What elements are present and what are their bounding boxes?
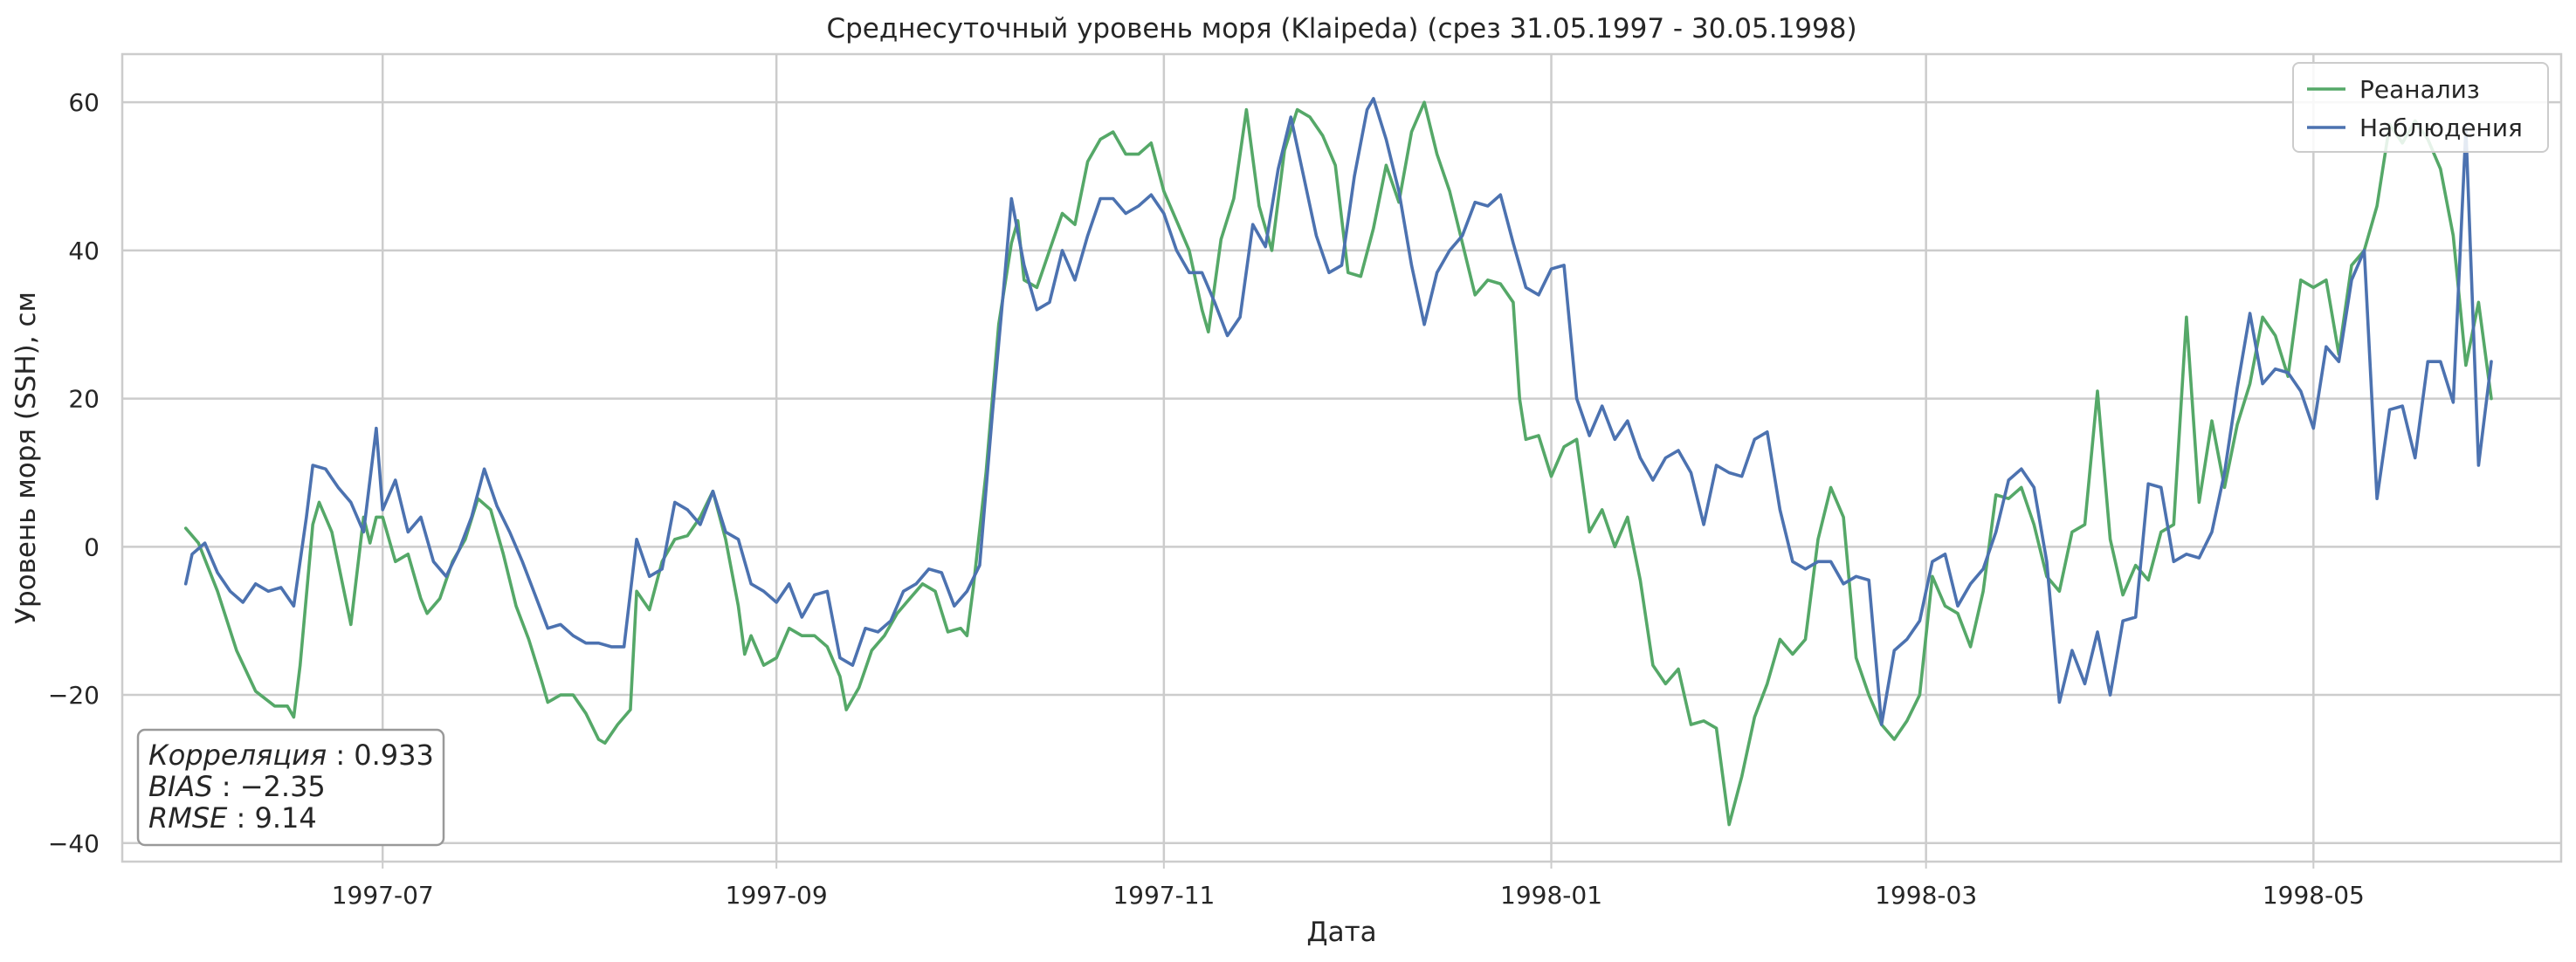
x-tick-label: 1997-07 [332, 881, 434, 910]
legend-label: Наблюдения [2359, 113, 2523, 142]
stats-line: RMSE : 9.14 [148, 801, 317, 835]
y-tick-label: 60 [68, 88, 100, 117]
x-axis-ticks: 1997-07 1997-09 1997-11 1998-01 1998-03 1998-… [332, 862, 2365, 910]
stats-line: Корреляция : 0.933 [148, 739, 434, 772]
x-tick-label: 1997-09 [726, 881, 828, 910]
y-tick-label: 20 [68, 385, 100, 414]
y-axis-ticks: −40 −20 0 20 40 60 [48, 88, 100, 858]
series-line-observations [183, 97, 2493, 726]
series-lines [183, 97, 2493, 827]
x-tick-label: 1998-01 [1500, 881, 1602, 910]
y-tick-label: −40 [48, 829, 100, 858]
y-tick-label: 40 [68, 237, 100, 265]
legend-frame [2292, 62, 2549, 153]
y-tick-label: −20 [48, 681, 100, 710]
stats-line: BIAS : −2.35 [148, 770, 326, 803]
x-tick-label: 1998-05 [2263, 881, 2365, 910]
legend-label: Реанализ [2359, 75, 2480, 104]
x-axis-label: Дата [1306, 917, 1376, 948]
y-axis-label: Уровень моря (SSH), см [10, 292, 42, 624]
series-line-reanalysis [183, 100, 2493, 827]
y-tick-label: 0 [84, 533, 100, 561]
x-tick-label: 1998-03 [1875, 881, 1977, 910]
legend: Реанализ Наблюдения [2292, 62, 2549, 153]
x-tick-label: 1997-11 [1112, 881, 1215, 910]
chart-title: Среднесуточный уровень моря (Klaipeda) (… [826, 13, 1856, 45]
stats-frame [136, 728, 445, 847]
plot-frame [121, 52, 2563, 863]
